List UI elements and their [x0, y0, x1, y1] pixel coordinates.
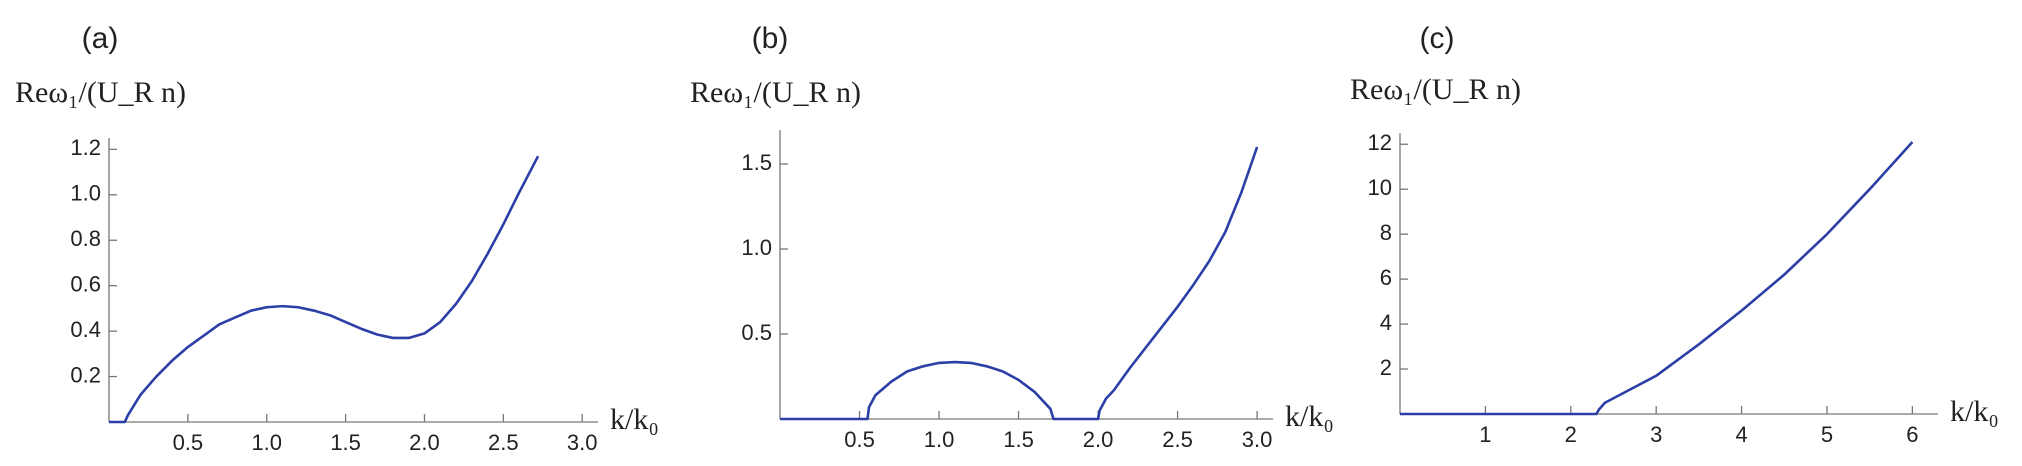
panel-label: (b) — [752, 22, 789, 55]
data-line — [109, 155, 540, 424]
panel-label: (a) — [82, 22, 119, 55]
x-tick-label: 0.5 — [844, 427, 875, 452]
y-tick-label: 0.6 — [70, 271, 101, 296]
x-tick-label: 3 — [1650, 422, 1662, 447]
y-tick-label: 0.4 — [70, 317, 101, 342]
y-tick-label: 1.2 — [70, 135, 101, 160]
x-tick-label: 6 — [1906, 422, 1918, 447]
y-tick-label: 10 — [1368, 175, 1392, 200]
x-tick-label: 1.5 — [1003, 427, 1034, 452]
y-tick-label: 0.8 — [70, 226, 101, 251]
x-tick-label: 3.0 — [567, 430, 598, 455]
y-axis-label: Reω₁/(U_R n) — [690, 76, 861, 109]
x-tick-label: 5 — [1821, 422, 1833, 447]
x-tick-label: 1.0 — [251, 430, 282, 455]
x-tick-label: 2.0 — [409, 430, 440, 455]
y-tick-label: 1.5 — [741, 150, 772, 175]
panel-label: (c) — [1420, 22, 1455, 55]
x-axis-label: k/k₀ — [1285, 400, 1334, 433]
y-tick-label: 12 — [1368, 130, 1392, 155]
x-tick-label: 1 — [1479, 422, 1491, 447]
x-tick-label: 2.5 — [488, 430, 519, 455]
x-tick-label: 1.0 — [924, 427, 955, 452]
y-tick-label: 0.5 — [741, 320, 772, 345]
x-tick-label: 2 — [1565, 422, 1577, 447]
x-axis-label: k/k₀ — [610, 403, 659, 436]
y-tick-label: 4 — [1380, 310, 1392, 335]
x-tick-label: 4 — [1735, 422, 1747, 447]
x-tick-label: 3.0 — [1242, 427, 1273, 452]
data-line — [780, 146, 1259, 421]
y-axis-label: Reω₁/(U_R n) — [15, 76, 186, 109]
x-axis-label: k/k₀ — [1950, 395, 1999, 428]
y-tick-label: 1.0 — [70, 181, 101, 206]
x-tick-label: 2.5 — [1162, 427, 1193, 452]
x-tick-label: 2.0 — [1083, 427, 1114, 452]
x-tick-label: 0.5 — [173, 430, 204, 455]
x-tick-label: 1.5 — [330, 430, 361, 455]
y-tick-label: 0.2 — [70, 362, 101, 387]
y-tick-label: 8 — [1380, 220, 1392, 245]
y-tick-label: 1.0 — [741, 235, 772, 260]
y-axis-label: Reω₁/(U_R n) — [1350, 73, 1521, 106]
y-tick-label: 6 — [1380, 265, 1392, 290]
data-line — [1400, 141, 1914, 416]
y-tick-label: 2 — [1380, 355, 1392, 380]
